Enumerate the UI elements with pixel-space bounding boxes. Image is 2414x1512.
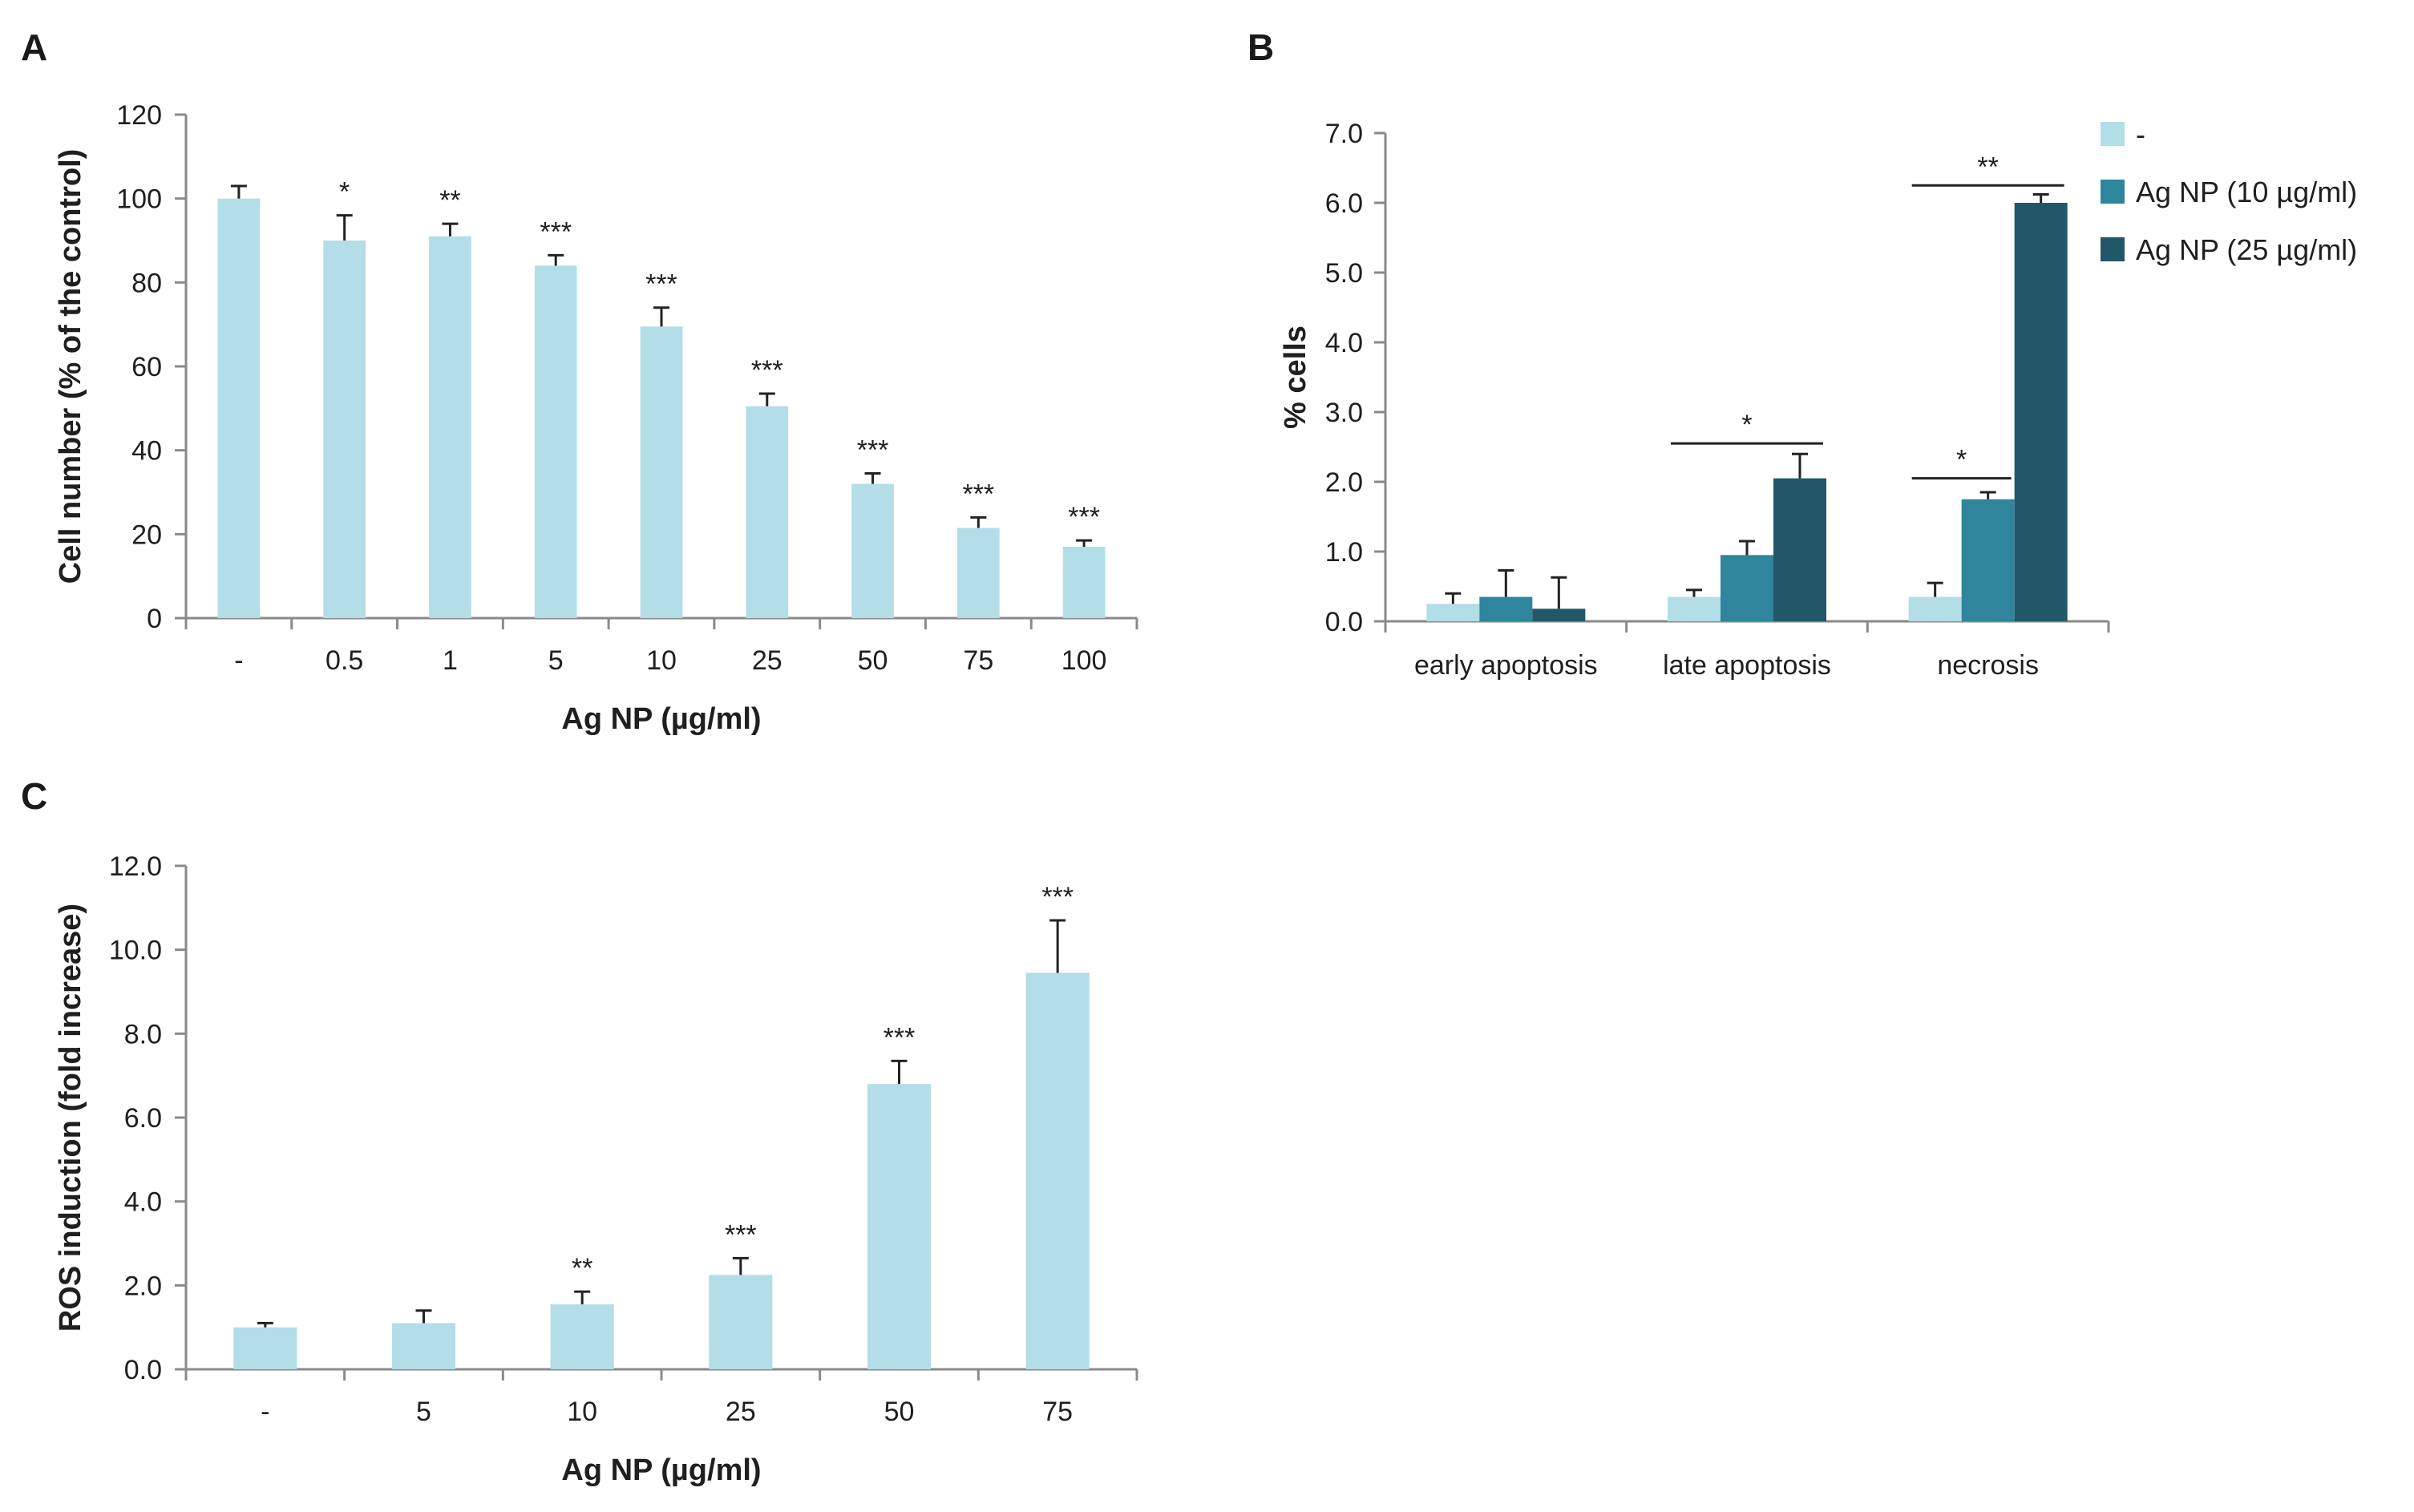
bar: [550, 1304, 614, 1369]
significance-label: ***: [725, 1219, 757, 1250]
x-tick-label: 10: [567, 1397, 597, 1427]
y-tick-label: 4.0: [124, 1187, 162, 1218]
y-tick-label: 20: [131, 519, 162, 550]
bar: [217, 198, 261, 618]
legend-label: Ag NP (10 µg/ml): [2136, 176, 2357, 208]
y-tick-label: 120: [116, 100, 162, 131]
bar: [323, 241, 366, 618]
y-tick-label: 6.0: [124, 1103, 162, 1134]
bar: [233, 1327, 297, 1369]
panel-letter-a: A: [21, 26, 48, 68]
bar: [746, 406, 789, 618]
y-tick-label: 10.0: [109, 936, 162, 966]
y-tick-label: 8.0: [124, 1019, 162, 1049]
x-tick-label: 1: [443, 645, 458, 676]
x-tick-label: 0.5: [326, 645, 363, 676]
significance-label: ***: [1068, 502, 1100, 532]
legend-swatch: [2101, 180, 2125, 204]
x-tick-label: 25: [726, 1397, 756, 1427]
panel-letter-b: B: [1247, 26, 1275, 68]
bar-control: [1668, 596, 1721, 621]
significance-label: **: [572, 1253, 592, 1284]
y-tick-label: 2.0: [124, 1271, 162, 1301]
chart-a: 0 20 40 60 80 100 120 - * 0.5 ** 1 *** 5 *** 10 *** 25 ***…: [54, 100, 1138, 736]
x-tick-label: 75: [963, 645, 993, 676]
x-tick-label: 10: [646, 645, 677, 676]
x-tick-label: 75: [1042, 1397, 1073, 1427]
y-tick-label: 0.0: [124, 1355, 162, 1385]
panel-letter-c: C: [21, 775, 48, 817]
chart-b: 0.0 1.0 2.0 3.0 4.0 5.0 6.0 7.0 early apoptosis l…: [1279, 118, 2357, 681]
y-tick-label: 1.0: [1325, 537, 1363, 568]
bar-agnp-25: [1532, 608, 1586, 621]
x-tick-label: 25: [752, 645, 782, 676]
significance-label: ***: [857, 435, 889, 465]
x-tick-label: late apoptosis: [1663, 650, 1831, 681]
bar: [1062, 547, 1106, 618]
significance-label: **: [1977, 152, 1998, 182]
x-axis-title: Ag NP (µg/ml): [561, 1453, 761, 1487]
y-axis-title: % cells: [1279, 325, 1312, 429]
legend-label: Ag NP (25 µg/ml): [2136, 233, 2357, 266]
bar-agnp-10: [1479, 596, 1533, 621]
significance-label: ***: [540, 216, 572, 247]
significance-label: ***: [962, 479, 994, 509]
significance-label: ***: [751, 355, 783, 386]
y-axis-title: Cell number (% of the control): [54, 149, 87, 584]
x-axis-title: Ag NP (µg/ml): [561, 702, 761, 736]
y-tick-label: 2.0: [1325, 467, 1363, 498]
y-tick-label: 12.0: [109, 851, 162, 882]
y-tick-label: 100: [116, 184, 162, 215]
bar: [851, 483, 894, 618]
x-tick-label: -: [261, 1397, 269, 1427]
significance-label: *: [1956, 445, 1967, 475]
significance-label: **: [439, 185, 460, 216]
bar: [1025, 972, 1090, 1369]
x-tick-label: early apoptosis: [1414, 650, 1598, 681]
y-tick-label: 3.0: [1325, 398, 1363, 428]
bar-agnp-10: [1961, 499, 2015, 621]
bar: [709, 1275, 773, 1369]
x-tick-label: necrosis: [1937, 650, 2039, 681]
bar: [640, 326, 683, 618]
bar-control: [1908, 596, 1962, 621]
bar: [429, 236, 471, 618]
significance-label: *: [1741, 410, 1752, 440]
bar-agnp-25: [2014, 203, 2068, 621]
x-tick-label: 100: [1061, 645, 1107, 676]
y-tick-label: 7.0: [1325, 119, 1363, 149]
x-tick-label: 5: [416, 1397, 431, 1427]
significance-label: ***: [1041, 882, 1074, 912]
y-tick-label: 40: [131, 436, 162, 467]
bar: [391, 1323, 456, 1369]
bar: [956, 528, 1000, 618]
legend-swatch: [2101, 237, 2125, 261]
bar: [534, 265, 577, 618]
legend: - Ag NP (10 µg/ml) Ag NP (25 µg/ml): [2101, 118, 2357, 266]
legend-swatch: [2101, 122, 2125, 146]
legend-label: -: [2136, 118, 2145, 151]
y-tick-label: 4.0: [1325, 328, 1363, 358]
bar-control: [1426, 604, 1480, 621]
y-tick-label: 80: [131, 268, 162, 298]
y-tick-label: 0: [147, 604, 162, 634]
x-tick-label: -: [234, 645, 243, 676]
bar-agnp-10: [1721, 555, 1773, 621]
y-tick-label: 6.0: [1325, 188, 1363, 219]
x-tick-label: 50: [884, 1397, 915, 1427]
x-tick-label: 50: [858, 645, 888, 676]
bar-agnp-25: [1773, 478, 1826, 621]
bar: [867, 1084, 932, 1369]
y-tick-label: 0.0: [1325, 607, 1363, 637]
significance-label: ***: [645, 269, 677, 300]
y-tick-label: 5.0: [1325, 258, 1363, 289]
y-axis-title: ROS induction (fold increase): [54, 904, 87, 1332]
significance-label: *: [339, 177, 350, 208]
chart-c: 0.0 2.0 4.0 6.0 8.0 10.0 12.0 - 5 ** 10 *** 25 *** 50 *…: [54, 851, 1138, 1487]
significance-label: ***: [884, 1022, 916, 1053]
x-tick-label: 5: [548, 645, 564, 676]
y-tick-label: 60: [131, 352, 162, 382]
